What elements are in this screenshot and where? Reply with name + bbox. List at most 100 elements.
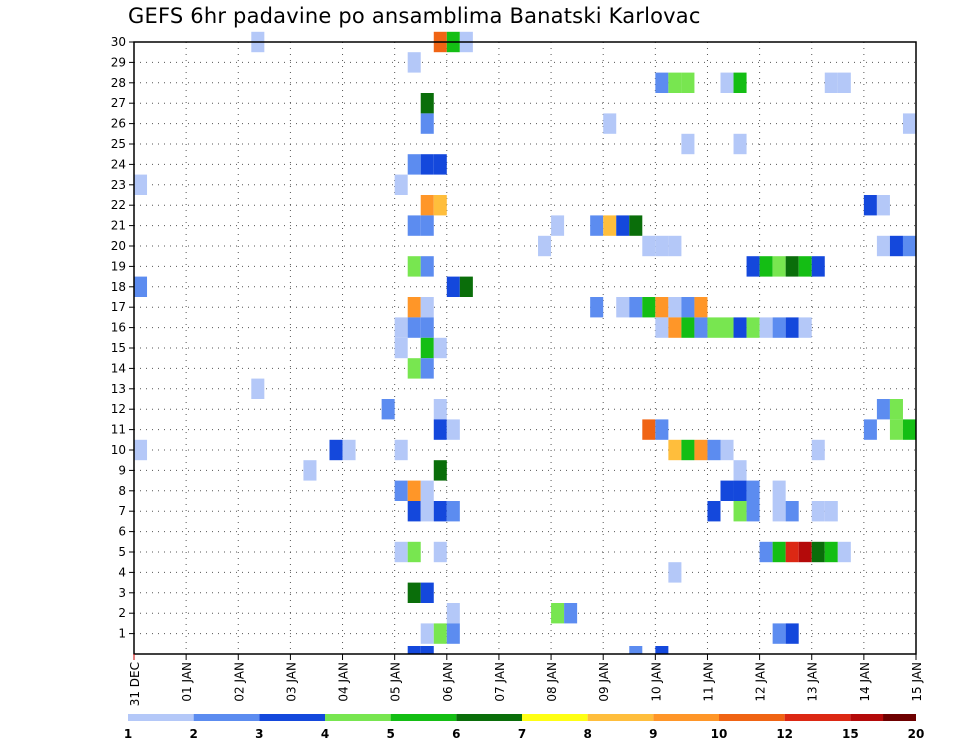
heatmap-cell	[629, 215, 643, 236]
x-tick-label: 11 JAN	[701, 662, 715, 702]
heatmap-cell	[433, 419, 447, 440]
heatmap-cell	[394, 480, 408, 501]
heatmap-cell	[720, 317, 734, 338]
legend-level-label: 5	[386, 727, 394, 741]
heatmap-cell	[655, 317, 669, 338]
heatmap-cell	[629, 646, 643, 654]
y-tick-label: 10	[111, 443, 126, 457]
heatmap-cell	[811, 256, 825, 277]
heatmap-cell	[407, 256, 421, 277]
legend-level-label: 2	[189, 727, 197, 741]
heatmap-cell	[889, 419, 903, 440]
legend-swatch	[259, 714, 325, 721]
heatmap-cell	[772, 623, 786, 644]
y-tick-label: 5	[118, 545, 126, 559]
heatmap-cell	[733, 480, 747, 501]
heatmap-cell	[538, 235, 552, 257]
legend-swatch	[850, 714, 916, 721]
heatmap-cell	[433, 541, 447, 563]
heatmap-cell	[394, 174, 408, 195]
y-tick-label: 19	[111, 259, 126, 273]
heatmap-cell	[407, 358, 421, 379]
heatmap-cell	[642, 419, 656, 440]
legend-level-label: 12	[776, 727, 793, 741]
heatmap-cell	[329, 439, 343, 461]
x-tick-label: 08 JAN	[545, 662, 559, 702]
x-tick-label: 09 JAN	[597, 662, 611, 702]
heatmap-cell	[420, 256, 434, 277]
legend-swatch	[883, 714, 916, 721]
heatmap-cell	[759, 317, 773, 338]
y-tick-label: 2	[118, 606, 126, 620]
heatmap-cell	[759, 541, 773, 563]
heatmap-cell	[876, 235, 890, 257]
heatmap-cell	[785, 501, 799, 522]
heatmap-cell	[655, 235, 669, 257]
y-tick-label: 29	[111, 55, 126, 69]
heatmap-cell	[407, 317, 421, 338]
x-tick-label: 03 JAN	[284, 662, 298, 702]
heatmap-cell	[837, 541, 851, 563]
heatmap-cell	[564, 603, 578, 624]
heatmap-cell	[902, 235, 916, 257]
heatmap-cell	[603, 215, 617, 236]
heatmap-cell	[772, 317, 786, 338]
heatmap-cell	[616, 297, 630, 318]
heatmap-cell	[459, 276, 473, 297]
heatmap-cell	[733, 133, 747, 155]
heatmap-cell	[446, 276, 460, 297]
legend-swatch	[587, 714, 654, 721]
heatmap-cell	[668, 235, 682, 257]
heatmap-cell	[433, 623, 447, 644]
chart-title: GEFS 6hr padavine po ansamblima Banatski…	[128, 4, 701, 28]
heatmap-cell	[785, 623, 799, 644]
heatmap-cell	[811, 439, 825, 461]
heatmap-cell	[785, 256, 799, 277]
heatmap-cell	[772, 480, 786, 501]
heatmap-cell	[407, 480, 421, 501]
legend-swatch	[456, 714, 522, 721]
heatmap-cell	[629, 297, 643, 318]
heatmap-cell	[433, 154, 447, 175]
x-tick-label: 14 JAN	[858, 662, 872, 702]
heatmap-cell	[681, 317, 695, 338]
legend-swatch	[325, 714, 391, 721]
y-tick-label: 7	[118, 504, 126, 518]
heatmap-cell	[420, 480, 434, 501]
y-tick-label: 8	[118, 484, 126, 498]
heatmap-cell	[694, 439, 708, 461]
y-tick-label: 15	[111, 341, 126, 355]
heatmap-cell	[407, 541, 421, 563]
heatmap-cell	[407, 215, 421, 236]
y-tick-label: 20	[111, 239, 126, 253]
heatmap-cell	[694, 297, 708, 318]
data-cells	[134, 31, 916, 654]
heatmap-cell	[655, 419, 669, 440]
y-tick-label: 27	[111, 96, 126, 110]
heatmap-cell	[655, 646, 669, 654]
heatmap-cell	[394, 439, 408, 461]
heatmap-cell	[642, 297, 656, 318]
heatmap-cell	[433, 195, 447, 216]
heatmap-cell	[446, 603, 460, 624]
heatmap-cell	[720, 72, 734, 93]
heatmap-cell	[433, 501, 447, 522]
heatmap-cell	[746, 317, 760, 338]
x-axis: 31 DEC 01 JAN 02 JAN 03 JAN 04 JAN 05 JAN 06 J…	[128, 654, 924, 706]
heatmap-cell	[798, 317, 812, 338]
heatmap-cell	[420, 501, 434, 522]
heatmap-cell	[707, 317, 721, 338]
heatmap-cell	[876, 195, 890, 216]
y-tick-label: 21	[111, 219, 126, 233]
x-tick-label: 04 JAN	[337, 662, 351, 702]
heatmap-cell	[668, 562, 682, 583]
heatmap-cell	[420, 297, 434, 318]
heatmap-cell	[785, 317, 799, 338]
heatmap-cell	[889, 235, 903, 257]
heatmap-cell	[772, 256, 786, 277]
heatmap-cell	[407, 52, 421, 73]
heatmap-cell	[707, 439, 721, 461]
y-tick-label: 17	[111, 300, 126, 314]
legend-level-label: 15	[842, 727, 859, 741]
y-tick-label: 28	[111, 76, 126, 90]
